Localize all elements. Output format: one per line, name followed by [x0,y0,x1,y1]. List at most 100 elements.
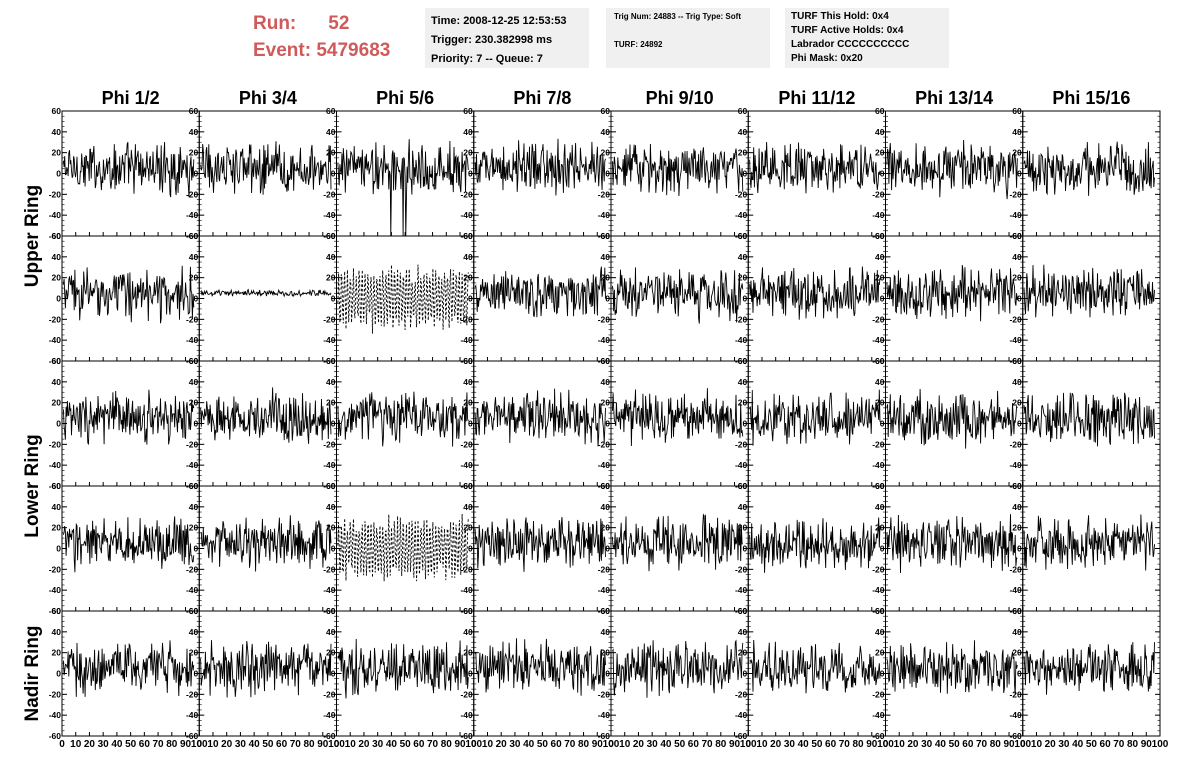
event-value: 5479683 [316,40,391,61]
labrador-text: Labrador CCCCCCCCCC [791,39,910,50]
column-title: Phi 13/14 [915,88,993,108]
y-tick-label: 0 [468,294,473,304]
column-title: Phi 11/12 [778,88,855,108]
y-tick-label: -40 [872,710,885,720]
y-tick-label: -40 [323,585,336,595]
y-tick-label: 40 [189,627,199,637]
y-tick-label: -20 [186,189,199,199]
waveform-trace [886,388,1018,449]
y-tick-label: 20 [189,398,199,408]
y-tick-label: 0 [468,169,473,179]
y-tick-label: 0 [743,544,748,554]
y-tick-label: 20 [189,523,199,533]
waveform-trace [62,640,195,697]
run-value: 52 [328,13,350,34]
panel-frame [747,360,886,487]
y-tick-label: -40 [186,585,199,595]
x-tick-label: 20 [221,739,233,750]
y-tick-label: -20 [186,564,199,574]
y-tick-label: 0 [194,669,199,679]
waveform-trace [337,638,469,699]
x-tick-label: 50 [400,739,412,750]
x-tick-label: 20 [358,739,370,750]
y-tick-label: 20 [52,273,62,283]
y-tick-label: 60 [189,606,199,616]
y-tick-label: -20 [735,689,748,699]
x-tick-label: 100 [877,739,894,750]
y-tick-label: 60 [463,481,473,491]
y-tick-label: 20 [601,148,611,158]
x-tick-label: 30 [921,739,933,750]
y-tick-label: 60 [52,481,62,491]
y-tick-label: 0 [605,669,610,679]
y-tick-label: 0 [468,419,473,429]
y-tick-label: -20 [186,439,199,449]
y-tick-label: 0 [331,669,336,679]
x-tick-label: 40 [386,739,398,750]
x-tick-label: 30 [98,739,110,750]
waveform-trace [1023,264,1155,318]
y-tick-label: -40 [1009,210,1022,220]
x-tick-label: 90 [1003,739,1015,750]
y-tick-label: -20 [460,314,473,324]
time-trigger-box: Time: 2008-12-25 12:53:53 Trigger: 230.3… [425,8,589,68]
y-tick-label: 20 [1012,523,1022,533]
x-tick-label: 50 [811,739,823,750]
y-tick-label: 0 [880,669,885,679]
y-tick-label: -20 [1009,689,1022,699]
waveform-trace [337,391,469,447]
y-tick-label: -40 [323,210,336,220]
y-tick-label: -20 [1009,439,1022,449]
y-tick-label: 0 [468,669,473,679]
y-tick-label: 60 [601,356,611,366]
x-tick-label: 40 [249,739,261,750]
waveform-trace [200,640,332,698]
x-tick-label: 90 [866,739,878,750]
x-tick-label: 10 [1031,739,1043,750]
y-tick-label: 0 [1017,294,1022,304]
y-tick-label: 60 [601,481,611,491]
y-tick-label: -40 [186,335,199,345]
y-tick-label: 60 [738,606,748,616]
x-tick-label: 80 [852,739,864,750]
x-tick-label: 100 [740,739,757,750]
y-tick-label: 40 [738,252,748,262]
x-tick-label: 100 [1014,739,1031,750]
y-tick-label: 20 [189,148,199,158]
y-tick-label: 20 [738,648,748,658]
column-title: Phi 15/16 [1052,88,1130,108]
y-tick-label: 60 [189,481,199,491]
phi-mask-text: Phi Mask: 0x20 [791,53,863,64]
y-tick-label: -40 [598,210,611,220]
run-row: Run: 52 [253,10,390,37]
x-tick-label: 80 [990,739,1002,750]
y-tick-label: 40 [189,252,199,262]
y-tick-label: 0 [194,169,199,179]
y-tick-label: 20 [463,273,473,283]
y-tick-label: -40 [323,710,336,720]
y-tick-label: -20 [460,439,473,449]
waveform-trace [749,266,881,320]
y-tick-label: 40 [1012,627,1022,637]
y-tick-label: -60 [186,731,199,741]
y-tick-label: 20 [52,398,62,408]
y-tick-label: -60 [49,481,62,491]
y-tick-label: 20 [189,648,199,658]
y-tick-label: 40 [189,502,199,512]
y-tick-label: 0 [605,294,610,304]
x-tick-label: 70 [1113,739,1125,750]
x-tick-label: 10 [482,739,494,750]
y-tick-label: -40 [323,460,336,470]
x-tick-label: 70 [427,739,439,750]
waveform-trace [474,388,606,447]
column-title: Phi 5/6 [376,88,434,108]
panel-frame [198,235,337,362]
